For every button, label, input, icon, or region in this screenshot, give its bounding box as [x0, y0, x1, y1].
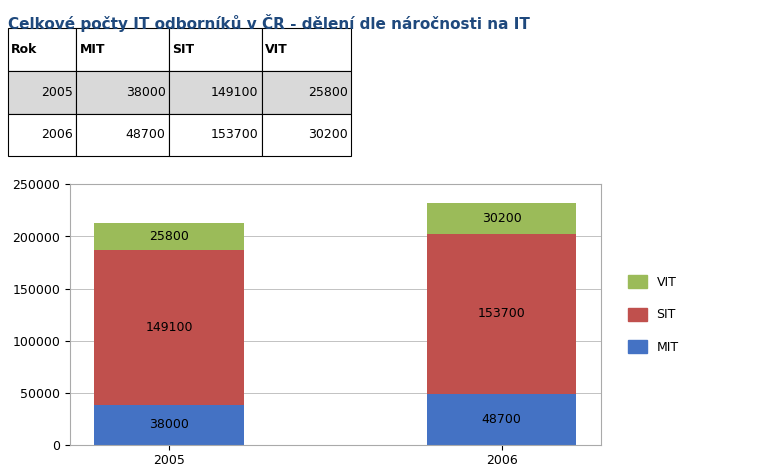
Text: SIT: SIT — [172, 43, 195, 56]
Legend: VIT, SIT, MIT: VIT, SIT, MIT — [622, 271, 683, 359]
Bar — [169, 71, 262, 114]
Bar — [76, 71, 169, 114]
Text: 48700: 48700 — [126, 128, 165, 141]
Text: Rok: Rok — [11, 43, 37, 56]
Bar — [262, 71, 351, 114]
Text: 30200: 30200 — [308, 128, 348, 141]
Bar — [427, 394, 576, 445]
Text: 30200: 30200 — [482, 212, 522, 225]
Bar — [76, 28, 169, 71]
Text: 149100: 149100 — [145, 321, 193, 334]
Text: MIT: MIT — [80, 43, 105, 56]
Bar — [427, 234, 576, 394]
Bar — [94, 250, 244, 405]
Bar — [427, 202, 576, 234]
Text: 25800: 25800 — [307, 86, 348, 99]
Bar — [262, 28, 351, 71]
Text: 153700: 153700 — [478, 307, 526, 321]
Text: 153700: 153700 — [211, 128, 258, 141]
Bar — [94, 405, 244, 445]
Text: 38000: 38000 — [149, 418, 189, 431]
Bar — [262, 114, 351, 156]
Bar — [76, 114, 169, 156]
Text: 25800: 25800 — [149, 230, 189, 243]
Text: 48700: 48700 — [482, 413, 522, 426]
Bar — [94, 223, 244, 250]
Text: 149100: 149100 — [211, 86, 258, 99]
Bar — [8, 71, 76, 114]
Text: Celkové počty IT odborníků v ČR - dělení dle náročnosti na IT: Celkové počty IT odborníků v ČR - dělení… — [8, 14, 530, 32]
Text: 38000: 38000 — [126, 86, 165, 99]
Text: 2006: 2006 — [41, 128, 73, 141]
Bar — [169, 28, 262, 71]
Text: VIT: VIT — [265, 43, 288, 56]
Bar — [8, 28, 76, 71]
Bar — [8, 114, 76, 156]
Text: 2005: 2005 — [41, 86, 73, 99]
Bar — [169, 114, 262, 156]
